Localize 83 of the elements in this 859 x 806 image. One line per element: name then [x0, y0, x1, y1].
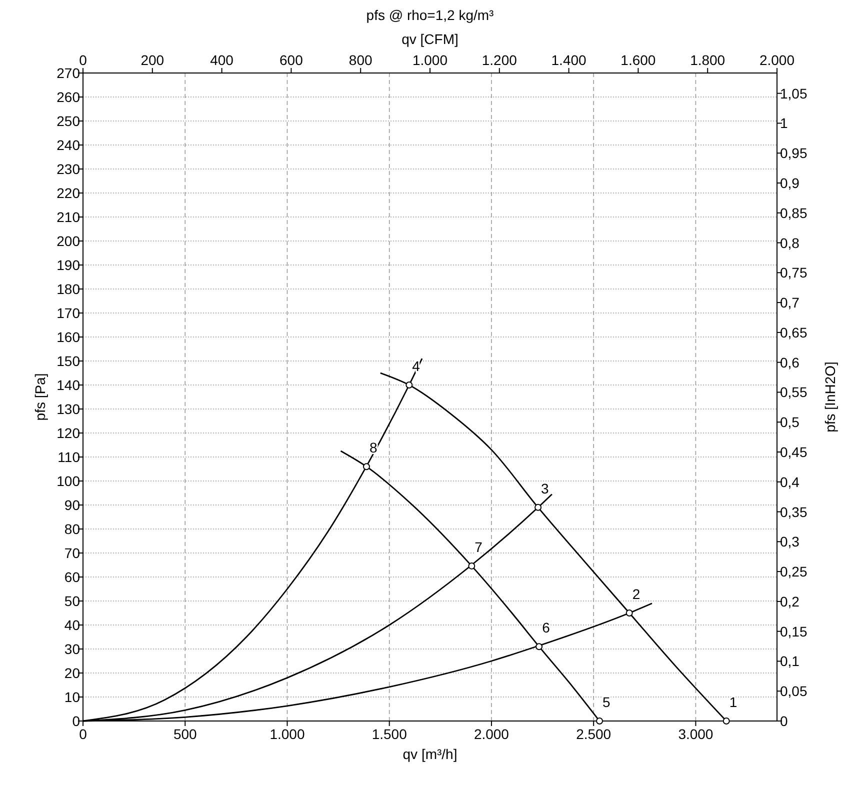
y-tick-label: 90: [64, 497, 80, 513]
x-tick-label: 2.000: [474, 726, 510, 742]
x2-axis-title: qv [CFM]: [402, 31, 458, 47]
y2-tick-label: 0,3: [780, 534, 800, 550]
y-tick-label: 130: [56, 401, 80, 417]
y-tick-label: 110: [58, 449, 80, 465]
y-tick-label: 100: [56, 473, 80, 489]
x-axis-title: qv [m³/h]: [402, 746, 458, 762]
y2-tick-label: 0,85: [780, 204, 808, 221]
point: [536, 643, 543, 650]
y2-tick-label: 0,4: [780, 474, 800, 490]
y-tick-label: 70: [64, 545, 80, 561]
point: [468, 562, 476, 570]
chart-title: pfs @ rho=1,2 kg/m³: [366, 7, 494, 23]
y2-tick-label: 0,05: [780, 683, 808, 700]
y-tick-label: 10: [64, 689, 80, 705]
y2-tick-label: 0,7: [780, 294, 800, 311]
y2-tick-label: 0,8: [780, 234, 800, 251]
y-tick-label: 140: [56, 377, 80, 393]
y2-tick-label: 0,2: [780, 593, 800, 610]
x-tick-label: 2.500: [576, 726, 612, 742]
y2-tick-label: 0,1: [780, 653, 800, 670]
x2-tick-label: 1.200: [482, 52, 518, 68]
annotation: 3: [541, 480, 550, 496]
y-tick-label: 250: [56, 113, 80, 129]
y-tick-label: 160: [56, 329, 80, 345]
y2-tick-label: 0,55: [780, 384, 808, 400]
y-tick-label: 230: [56, 161, 80, 177]
annotation: 6: [542, 620, 550, 636]
y-tick-label: 260: [56, 89, 80, 105]
annotation: 5: [602, 694, 611, 710]
y-tick-label: 40: [64, 617, 80, 633]
x2-tick-label: 1.600: [620, 52, 656, 68]
point: [596, 718, 603, 724]
y-tick-label: 220: [56, 185, 80, 201]
point: [534, 504, 542, 511]
y-tick-label: 200: [56, 233, 80, 249]
x-tick-label: 1.000: [270, 726, 305, 742]
y-tick-label: 60: [64, 569, 80, 585]
y2-tick-label: 1: [780, 115, 788, 132]
y-tick-label: 150: [56, 353, 80, 369]
y-tick-label: 50: [64, 593, 80, 609]
x2-tick-label: 200: [140, 52, 164, 68]
annotation: 2: [632, 586, 640, 602]
x2-tick-label: 1.800: [690, 52, 726, 68]
y2-tick-label: 0,5: [780, 414, 800, 430]
x2-tick-label: 2.000: [759, 52, 795, 68]
y2-tick-label: 0,75: [780, 264, 808, 281]
y-tick-label: 20: [64, 665, 80, 681]
y-tick-label: 210: [56, 209, 80, 225]
y2-tick-label: 0,15: [780, 623, 808, 640]
y2-tick-label: 0,9: [780, 174, 800, 191]
y-tick-label: 240: [56, 137, 80, 153]
x-tick-label: 500: [173, 726, 198, 742]
x2-tick-label: 800: [348, 52, 372, 68]
x2-tick-label: 1.000: [412, 52, 448, 68]
y-tick-label: 170: [56, 305, 80, 321]
x-tick-label: 3.000: [678, 726, 714, 742]
y2-tick-label: 0,95: [780, 145, 808, 162]
y2-tick-label: 0,25: [780, 564, 808, 580]
point: [722, 718, 730, 724]
y-tick-label: 270: [56, 65, 80, 81]
y-tick-label: 80: [64, 521, 80, 537]
y-tick-label: 120: [56, 425, 80, 441]
point: [406, 382, 413, 388]
point: [362, 463, 370, 470]
x2-tick-label: 600: [280, 52, 304, 68]
point: [626, 610, 633, 616]
y2-tick-label: 0,65: [780, 324, 808, 340]
y-tick-label: 30: [64, 641, 80, 657]
annotation: 7: [474, 538, 483, 555]
y2-tick-label: 0,45: [780, 444, 808, 460]
y2-tick-label: 0,35: [780, 504, 808, 520]
y-tick-label: 190: [56, 257, 80, 273]
x-tick-label: 1.500: [372, 726, 408, 742]
y-axis-title: pfs [Pa]: [32, 373, 48, 421]
y2-tick-label: 1,05: [780, 85, 808, 102]
x2-tick-label: 1.400: [551, 52, 587, 68]
annotation: 1: [729, 694, 738, 710]
y2-axis-title: pfs [InH2O]: [822, 362, 838, 432]
y2-tick-label: 0,6: [780, 354, 800, 370]
y-tick-label: 180: [56, 281, 80, 297]
x2-tick-label: 400: [210, 52, 234, 68]
